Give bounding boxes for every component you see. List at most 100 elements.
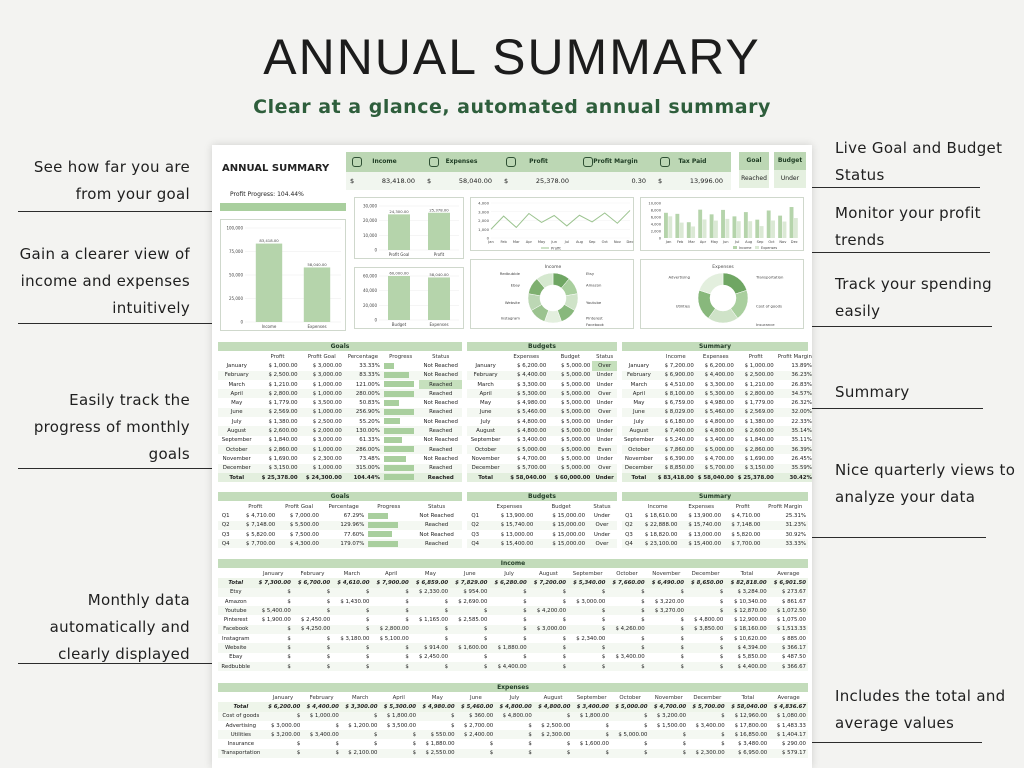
column-header: Average [777,570,800,577]
table-cell: $ 5,460.00 [504,407,549,418]
table-cell: Etsy [218,587,254,597]
table-cell: $ 1,800.00 [379,711,419,721]
currency-symbol: $ [350,177,355,185]
table-cell: $ 3,200.00 [263,730,303,740]
legend-swatch [755,246,759,249]
table-cell: Amazon [224,598,247,605]
table-cell: $ [410,606,451,616]
slice-label: Amazon [586,282,602,287]
bar-income [721,209,725,238]
leader-line [18,468,230,469]
table-cell: $ 5,700.00 [695,463,736,473]
table-cell: $ 5,700.00 [688,702,727,712]
table-cell: $ 25,378.00 [255,472,300,483]
table-cell: $ 1,690.00 [744,455,774,462]
table-cell: $ [456,748,496,759]
budget-chart: 60,000 40,000 20,000 0 60,000.00 Budget 58,040… [354,267,464,329]
x-tick-label: Oct [602,240,609,244]
table-cell: May [480,400,492,407]
bar-expenses [771,220,775,238]
table-cell: Under [596,400,613,407]
table-cell: $ [646,587,686,597]
slice-label: Pinterest [586,316,603,321]
table-row: Total $ 6,200.00 $ 4,400.00 $ 3,300.00 $ 5,3… [218,702,808,712]
column-header: Profit [748,353,763,360]
table-cell: $ [450,661,490,672]
table-cell: August [622,426,656,436]
table-row: Q3 $ 13,000.00 $ 15,000.00 Under [467,530,617,539]
column-header: Status [432,353,450,360]
table-cell: $ 60,000.00 [548,472,593,483]
table-cell: $ 3,500.00 [386,722,417,729]
table-cell: Over [592,407,617,418]
table-cell: $ 4,800.00 [504,426,549,436]
table-cell: October [467,444,505,455]
table-row: Amazon $ $ $ 1,430.00 $ $ $ 2,690.00 $ $ $ 3,000.… [218,597,808,606]
table-title: Expenses [218,683,808,692]
callout-live-status: Live Goal and Budget Status [835,139,1003,184]
table-cell: $ 3,200.00 [649,711,689,721]
table-cell [382,417,420,426]
table-cell: $ 1,483.33 [776,722,806,729]
table-cell: 36.23% [775,370,812,380]
table-cell [382,436,420,445]
income-pie-chart: Income Etsy Amazon Youtube Pinterest Facebook… [470,259,634,329]
bar-income [732,216,737,238]
table-cell: Not Reached [419,370,462,380]
table-cell: $ 2,340.00 [576,635,606,642]
column-header: January [262,570,284,577]
table-cell: $ [340,711,380,721]
table-cell: Q1 [625,512,633,519]
legend-label: Income [739,246,751,250]
table-cell: $ 5,000.00 [548,370,593,380]
table-cell: $ [263,711,303,721]
callout-profit-trends: Monitor your profit trends [835,204,981,249]
table-cell: $ 1,000.00 [744,362,774,369]
table-cell [366,539,412,549]
budget-status: Budget Under [774,152,806,190]
table-row: Q2 $ 7,148.00 $ 5,500.00 129.96% Reached [218,520,462,530]
column-header: November [654,694,683,701]
table-cell: $ 6,200.00 [704,362,734,369]
table-cell: Pinterest [223,617,248,624]
table-cell: $ 4,394.00 [725,643,769,653]
table-cell: $ [601,617,606,624]
table-cell: $ 24,300.00 [299,472,344,483]
table-cell: $ [646,624,686,635]
table-cell: $ [332,643,372,653]
table-cell: $ 4,710.00 [246,512,276,519]
chart-title: Expenses [712,264,734,270]
table-row: Facebook $ $ 4,250.00 $ $ 2,800.00 $ $ $ $ 3,000… [218,624,808,635]
table-header: January February March April May June July Augu… [218,693,808,702]
table-cell: Reached [419,389,462,399]
table-cell: $ [680,654,684,661]
table-row: September $ 5,240.00 $ 3,400.00 $ 1,840.00 3… [622,436,812,445]
table-cell: $ 2,100.00 [340,748,380,759]
table-cell: $ [340,730,380,740]
table-cell: 13.89% [791,362,812,369]
callout-summary: Summary [835,383,910,401]
table-cell: $ 2,300.00 [688,748,727,759]
table-cell: 34.57% [775,389,812,399]
table-cell: $ [371,661,411,672]
table-cell: $ 1,779.00 [744,400,774,407]
bar-expenses [748,221,753,238]
table-cell: $ [721,741,725,748]
bar [303,267,331,322]
table-cell: Total [467,472,505,483]
table-cell: $ [332,606,372,616]
table-cell: $ 3,400.00 [704,437,734,444]
table-cell: November [471,455,500,462]
table-cell: $ [326,598,331,605]
table-cell: $ 1,880.00 [425,741,455,748]
table-cell: $ 4,400.00 [725,661,769,672]
table-cell: $ 6,759.00 [664,400,694,407]
table-row: March $ 4,510.00 $ 3,300.00 $ 1,210.00 26.83… [622,380,812,389]
column-header: May [424,570,437,577]
progress-bar [383,362,394,369]
table-cell: $ [253,643,293,653]
table-cell: 25.31% [785,512,806,519]
table-cell: $ 1,600.00 [579,741,609,748]
table-cell: Redbubble [218,661,254,672]
progress-bar [368,512,389,519]
